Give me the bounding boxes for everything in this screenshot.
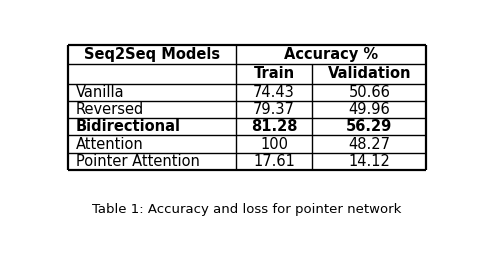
Text: Train: Train	[254, 67, 295, 82]
Text: 74.43: 74.43	[253, 85, 295, 100]
Text: Validation: Validation	[328, 67, 411, 82]
Text: Pointer Attention: Pointer Attention	[76, 154, 200, 169]
Text: Accuracy %: Accuracy %	[284, 47, 378, 62]
Text: 49.96: 49.96	[348, 102, 390, 117]
Text: Attention: Attention	[76, 137, 144, 152]
Text: 56.29: 56.29	[346, 119, 392, 134]
Text: 48.27: 48.27	[348, 137, 390, 152]
Text: 50.66: 50.66	[348, 85, 390, 100]
Text: Table 1: Accuracy and loss for pointer network: Table 1: Accuracy and loss for pointer n…	[93, 203, 402, 216]
Text: Vanilla: Vanilla	[76, 85, 124, 100]
Text: 79.37: 79.37	[253, 102, 295, 117]
Text: 14.12: 14.12	[348, 154, 390, 169]
Text: 81.28: 81.28	[251, 119, 297, 134]
Text: 100: 100	[260, 137, 288, 152]
Text: Reversed: Reversed	[76, 102, 144, 117]
Text: Bidirectional: Bidirectional	[76, 119, 181, 134]
Text: 17.61: 17.61	[253, 154, 295, 169]
Text: Seq2Seq Models: Seq2Seq Models	[84, 47, 220, 62]
